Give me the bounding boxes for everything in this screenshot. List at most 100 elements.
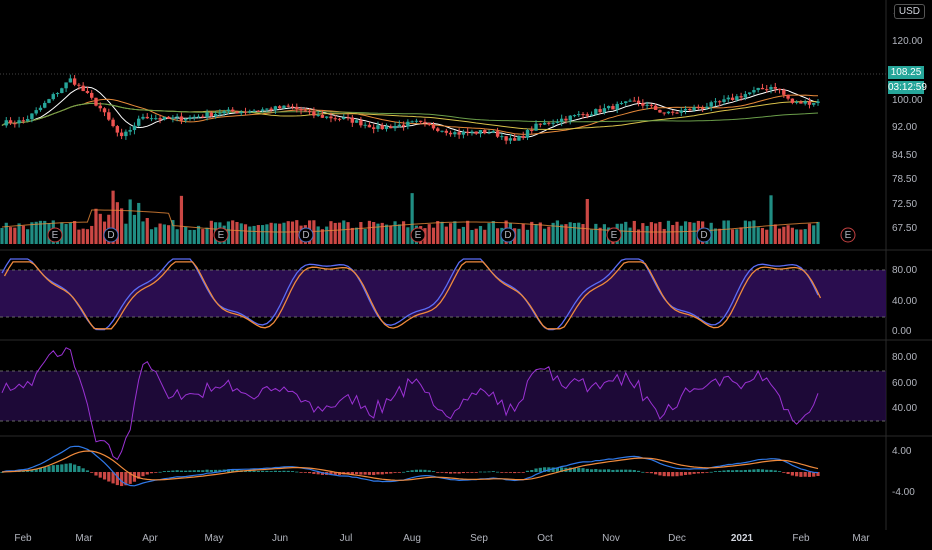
candle-body <box>90 92 94 98</box>
earnings-marker[interactable]: E <box>606 227 622 243</box>
candle-body <box>4 120 8 126</box>
volume-bar <box>773 224 777 244</box>
histogram-bar <box>389 472 393 474</box>
histogram-bar <box>68 463 72 472</box>
volume-bar <box>252 225 256 244</box>
volume-bar <box>688 222 692 244</box>
earnings-marker[interactable]: E <box>840 227 856 243</box>
volume-bar <box>440 221 444 244</box>
volume-bar <box>692 222 696 244</box>
volume-bar <box>231 220 235 244</box>
histogram-bar <box>406 470 410 472</box>
candle-body <box>504 136 508 141</box>
histogram-bar <box>636 470 641 472</box>
dividend-marker[interactable]: D <box>696 227 712 243</box>
candle-body <box>243 111 248 113</box>
volume-bar <box>248 226 252 244</box>
histogram-bar <box>696 472 700 474</box>
histogram-bar <box>478 471 483 473</box>
histogram-bar <box>654 472 658 475</box>
volume-bar <box>290 221 295 244</box>
volume-bar <box>149 229 154 244</box>
earnings-marker[interactable]: E <box>410 227 426 243</box>
candle-body <box>756 87 760 91</box>
candle-body <box>184 119 188 121</box>
histogram-bar <box>265 470 269 472</box>
candle-body <box>624 101 628 104</box>
candle-body <box>397 124 402 127</box>
candle-body <box>606 106 611 109</box>
volume-bar <box>286 221 290 244</box>
dividend-marker[interactable]: D <box>103 227 119 243</box>
candle-body <box>585 114 589 116</box>
histogram-bar <box>85 470 90 472</box>
candle-body <box>213 113 218 117</box>
histogram-bar <box>658 472 662 476</box>
candle-body <box>436 128 440 131</box>
marker-letter: E <box>611 230 618 241</box>
histogram-bar <box>671 472 675 477</box>
volume-bar <box>786 225 790 244</box>
volume-bar <box>34 221 38 244</box>
histogram-bar <box>598 469 602 472</box>
time-axis-label: Aug <box>403 533 421 544</box>
histogram-bar <box>120 472 124 487</box>
candle-body <box>611 106 615 110</box>
time-axis-label: Jul <box>340 533 353 544</box>
volume-bar <box>632 220 636 244</box>
price-axis-label: 100.00 <box>892 95 923 106</box>
candle-body <box>64 82 68 89</box>
candle-body <box>581 114 585 116</box>
candle-body <box>277 106 282 109</box>
earnings-marker[interactable]: E <box>213 227 229 243</box>
candle-body <box>555 121 560 123</box>
volume-bar <box>77 229 81 244</box>
candle-body <box>782 90 786 95</box>
candle-body <box>119 132 124 137</box>
candle-body <box>598 109 602 113</box>
volume-bar <box>542 228 547 244</box>
dividend-marker[interactable]: D <box>298 227 314 243</box>
candle-body <box>231 109 235 112</box>
histogram-bar <box>43 466 47 472</box>
time-axis-label: Feb <box>14 533 32 544</box>
currency-button[interactable]: USD <box>893 4 925 19</box>
volume-bar <box>316 226 320 244</box>
candle-body <box>55 93 60 95</box>
histogram-bar <box>735 470 739 472</box>
histogram-bar <box>320 472 325 475</box>
time-axis-label: 2021 <box>731 533 754 544</box>
volume-bar <box>713 228 718 244</box>
candle-body <box>252 110 256 112</box>
volume-bar <box>367 220 372 244</box>
candle-body <box>773 86 777 89</box>
earnings-marker[interactable]: E <box>47 227 63 243</box>
time-axis-label: May <box>205 533 224 544</box>
candle-body <box>790 98 795 103</box>
volume-bar <box>188 229 192 244</box>
time-axis-label: Jun <box>272 533 288 544</box>
candle-body <box>551 122 555 124</box>
volume-bar <box>517 228 521 244</box>
volume-bar <box>337 222 342 244</box>
dividend-marker[interactable]: D <box>500 227 516 243</box>
histogram-bar <box>615 469 619 472</box>
candle-body <box>222 111 226 114</box>
volume-bar <box>654 223 658 244</box>
volume-bar <box>491 221 495 244</box>
candle-body <box>500 136 504 138</box>
volume-bar <box>124 223 128 244</box>
histogram-bar <box>436 472 440 473</box>
histogram-bar <box>192 470 196 472</box>
stoch-band <box>0 270 886 317</box>
histogram-bar <box>692 472 696 474</box>
histogram-bar <box>619 469 624 472</box>
candle-body <box>68 78 73 83</box>
volume-bar <box>581 224 585 244</box>
candle-body <box>491 131 496 133</box>
volume-bar <box>239 223 243 244</box>
volume-bar <box>568 222 572 244</box>
histogram-bar <box>743 469 747 472</box>
stoch-d-line <box>3 261 822 330</box>
